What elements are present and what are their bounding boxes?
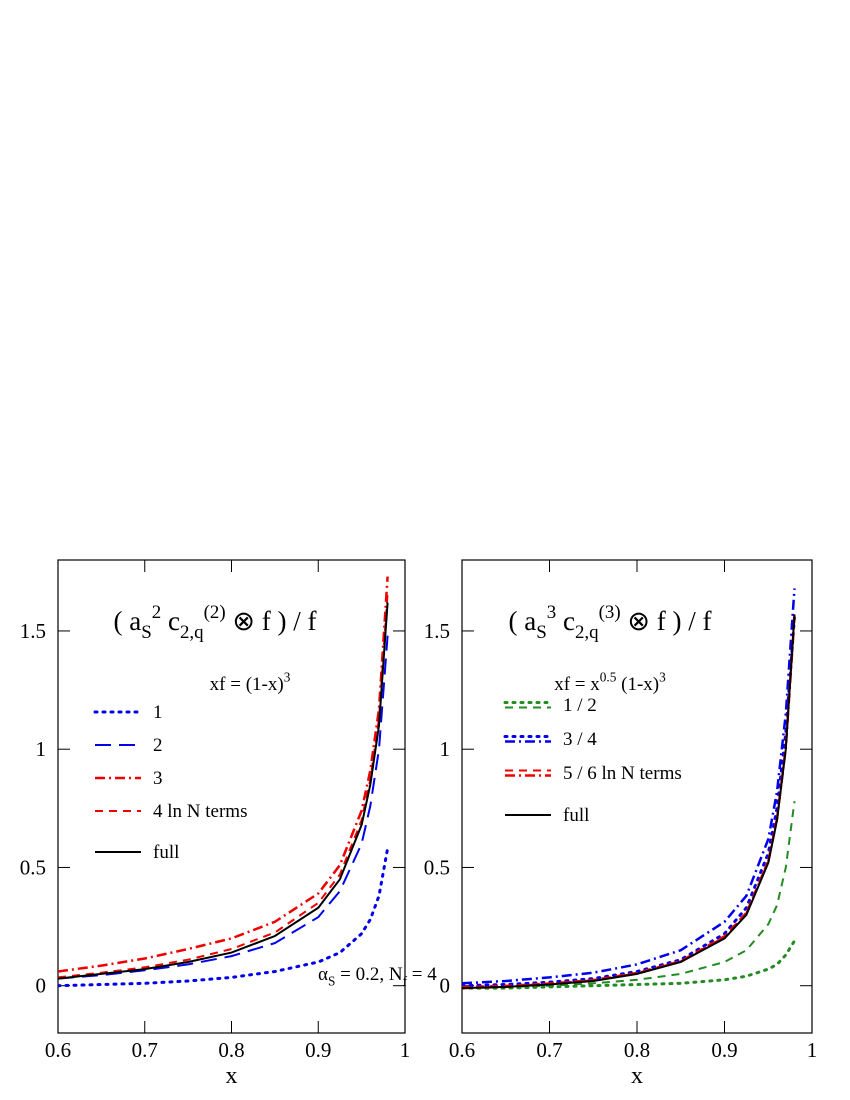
y-tick-label: 1 bbox=[36, 737, 47, 761]
y-tick-label: 0.5 bbox=[20, 855, 46, 879]
annotation-part: 0.5 bbox=[600, 669, 617, 684]
data-line bbox=[58, 602, 389, 980]
data-line bbox=[462, 801, 796, 990]
chart-title-part: c bbox=[556, 606, 575, 636]
annotation-part: (1-x) bbox=[616, 674, 659, 695]
data-line bbox=[58, 593, 389, 979]
y-tick-label: 0.5 bbox=[424, 855, 450, 879]
chart-title-part: ⊗ f ) / f bbox=[226, 606, 317, 636]
annotation-part: S bbox=[328, 974, 335, 989]
data-line bbox=[462, 616, 796, 990]
chart-title-part: 2,q bbox=[180, 622, 204, 643]
x-tick-label: 0.8 bbox=[218, 1038, 244, 1062]
x-tick-label: 0.8 bbox=[624, 1038, 650, 1062]
legend-label: 3 / 4 bbox=[563, 729, 597, 750]
x-tick-label: 0.7 bbox=[132, 1038, 158, 1062]
legend-label: 4 ln N terms bbox=[153, 801, 247, 822]
chart-title-part: ⊗ f ) / f bbox=[621, 606, 712, 636]
annotation-part: 3 bbox=[284, 669, 291, 684]
legend-label: 3 bbox=[153, 768, 163, 789]
data-line bbox=[462, 588, 796, 985]
x-tick-label: 0.6 bbox=[45, 1038, 71, 1062]
annotation-part: α bbox=[318, 964, 328, 985]
legend-label: 2 bbox=[153, 735, 163, 756]
annotation-part: = 4 bbox=[407, 964, 437, 985]
chart-title-part: ( a bbox=[509, 606, 537, 636]
x-tick-label: 0.9 bbox=[305, 1038, 331, 1062]
data-line bbox=[462, 614, 796, 988]
x-tick-label: 1 bbox=[400, 1038, 411, 1062]
legend-label: 1 / 2 bbox=[563, 695, 597, 716]
chart-title: ( aS3 c2,q(3) ⊗ f ) / f bbox=[509, 602, 712, 643]
legend-label: full bbox=[563, 805, 589, 826]
legend-label: full bbox=[153, 842, 179, 863]
annotation-part: xf = (1-x) bbox=[210, 674, 284, 695]
chart-title-part: S bbox=[141, 622, 152, 643]
chart-title-part: 3 bbox=[547, 602, 556, 623]
y-tick-label: 0 bbox=[440, 974, 451, 998]
annotation-part: 3 bbox=[659, 669, 666, 684]
y-tick-label: 1.5 bbox=[424, 619, 450, 643]
y-tick-label: 1 bbox=[440, 737, 451, 761]
annotation-part: = 0.2, N bbox=[335, 964, 402, 985]
annotation-part: f bbox=[403, 974, 408, 989]
annotation: xf = (1-x)3 bbox=[210, 669, 291, 695]
x-tick-label: 1 bbox=[807, 1038, 818, 1062]
x-tick-label: 0.7 bbox=[536, 1038, 562, 1062]
chart-title-part: (3) bbox=[599, 602, 621, 623]
legend-label: 1 bbox=[153, 702, 163, 723]
annotation: xf = x0.5 (1-x)3 bbox=[554, 669, 666, 695]
y-tick-label: 0 bbox=[36, 974, 47, 998]
x-tick-label: 0.6 bbox=[449, 1038, 475, 1062]
data-line bbox=[462, 615, 796, 988]
x-axis-label: x bbox=[226, 1063, 238, 1089]
data-line bbox=[462, 939, 796, 990]
chart-title-part: ( a bbox=[114, 606, 142, 636]
annotation-part: xf = x bbox=[554, 674, 600, 695]
x-axis-label: x bbox=[631, 1063, 643, 1089]
data-line bbox=[58, 576, 389, 973]
chart-title-part: c bbox=[161, 606, 180, 636]
data-line bbox=[58, 847, 390, 988]
annotation: αS = 0.2, Nf = 4 bbox=[318, 964, 437, 989]
y-tick-label: 1.5 bbox=[20, 619, 46, 643]
chart-title-part: S bbox=[536, 622, 547, 643]
x-tick-label: 0.9 bbox=[711, 1038, 737, 1062]
chart-title-part: 2,q bbox=[575, 622, 599, 643]
chart-title-part: (2) bbox=[204, 602, 226, 623]
legend-label: 5 / 6 ln N terms bbox=[563, 763, 682, 784]
chart-title: ( aS2 c2,q(2) ⊗ f ) / f bbox=[114, 602, 317, 643]
data-line bbox=[58, 635, 389, 980]
data-line bbox=[462, 614, 796, 990]
chart-title-part: 2 bbox=[152, 602, 161, 623]
